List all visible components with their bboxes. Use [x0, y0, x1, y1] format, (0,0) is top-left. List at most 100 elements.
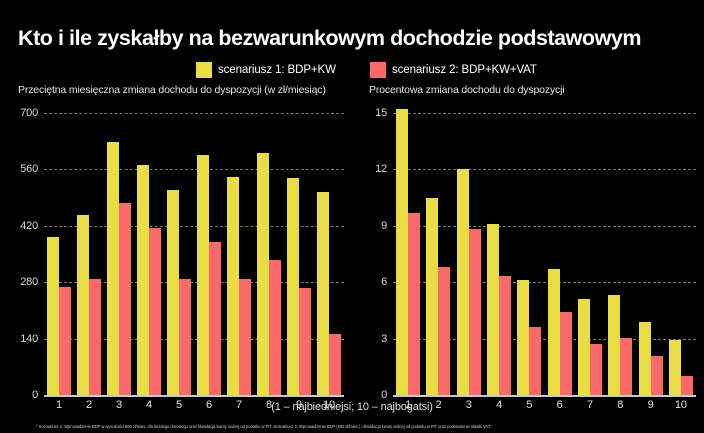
x-axis-tick-4: 4: [146, 399, 152, 411]
x-axis-tick-2: 2: [86, 399, 92, 411]
x-axis-tick-6: 6: [556, 399, 563, 411]
bar-series2-decile-2[interactable]: [89, 279, 101, 395]
bar-series1-decile-4[interactable]: [137, 165, 149, 395]
gridline-280: [44, 282, 344, 284]
bar-series1-decile-2[interactable]: [77, 214, 89, 395]
chart-panel-left: Przeciętna miesięczna zmiana dochodu do …: [0, 84, 352, 414]
x-axis-tick-10: 10: [674, 399, 687, 411]
bar-series1-decile-8[interactable]: [608, 295, 621, 395]
left-plot-area: 0 140 280 420 560 700 1 2 3 4 5 6 7 8 9 10: [0, 84, 352, 414]
bar-series2-decile-10[interactable]: [329, 334, 341, 395]
bar-group-decile-3[interactable]: [107, 142, 131, 395]
bar-series1-decile-4[interactable]: [487, 223, 500, 395]
chart-panel-right: Procentowa zmiana dochodu do dyspozycji …: [352, 84, 704, 414]
bar-series2-decile-10[interactable]: [680, 376, 693, 395]
x-axis-tick-7: 7: [236, 399, 242, 411]
y-axis-tick-0: 0: [32, 389, 38, 401]
bar-series1-decile-3[interactable]: [107, 142, 119, 395]
bar-series1-decile-10[interactable]: [317, 191, 329, 395]
bar-series1-decile-6[interactable]: [197, 154, 209, 395]
bar-series1-decile-8[interactable]: [257, 153, 269, 395]
bar-series2-decile-8[interactable]: [620, 337, 633, 395]
x-axis-tick-9: 9: [296, 399, 302, 411]
bar-group-decile-1[interactable]: [396, 109, 421, 395]
x-axis-tick-6: 6: [206, 399, 212, 411]
gridline-140: [44, 338, 344, 340]
gridline-9: [393, 225, 696, 227]
legend-swatch-series1-icon: [196, 62, 212, 78]
bar-series1-decile-1[interactable]: [47, 237, 59, 395]
bar-group-decile-1[interactable]: [47, 237, 71, 395]
bar-series2-decile-4[interactable]: [499, 275, 512, 395]
x-axis-tick-2: 2: [435, 399, 442, 411]
page-title: Kto i ile zyskałby na bezwarunkowym doch…: [18, 26, 642, 50]
chart-footnote: * Scenariusz 1: Wprowadzenie BDP w wysok…: [36, 424, 492, 429]
bar-group-decile-9[interactable]: [287, 178, 311, 395]
x-axis-tick-3: 3: [116, 399, 122, 411]
legend-item-series1[interactable]: scenariusz 1: BDP+KW: [196, 62, 336, 78]
bar-series1-decile-2[interactable]: [426, 197, 439, 395]
bar-series2-decile-6[interactable]: [209, 241, 221, 395]
bar-group-decile-5[interactable]: [167, 190, 191, 395]
bar-series1-decile-9[interactable]: [638, 321, 651, 395]
right-chart-subtitle: Procentowa zmiana dochodu do dyspozycji: [369, 84, 565, 96]
bar-series2-decile-4[interactable]: [149, 228, 161, 395]
bar-series1-decile-7[interactable]: [227, 177, 239, 395]
bar-group-decile-2[interactable]: [77, 214, 101, 395]
bar-series2-decile-1[interactable]: [408, 212, 421, 395]
x-axis-baseline: [44, 395, 344, 397]
y-axis-tick-0: 0: [381, 389, 387, 401]
x-axis-tick-1: 1: [405, 399, 412, 411]
bar-series2-decile-7[interactable]: [589, 344, 602, 395]
bar-group-decile-4[interactable]: [487, 223, 512, 395]
bar-series2-decile-5[interactable]: [179, 279, 191, 395]
bar-group-decile-6[interactable]: [197, 154, 221, 395]
gridline-420: [44, 225, 344, 227]
bar-series1-decile-3[interactable]: [456, 169, 469, 395]
bar-series2-decile-3[interactable]: [119, 203, 131, 395]
bar-group-decile-8[interactable]: [608, 295, 633, 395]
bar-group-decile-10[interactable]: [668, 339, 693, 395]
bar-series2-decile-6[interactable]: [559, 312, 572, 395]
bar-series2-decile-1[interactable]: [59, 287, 71, 395]
bar-group-decile-9[interactable]: [638, 321, 663, 395]
bar-group-decile-7[interactable]: [227, 177, 251, 395]
bar-series1-decile-6[interactable]: [547, 269, 560, 395]
y-axis-tick-15: 15: [375, 107, 387, 119]
bar-series1-decile-5[interactable]: [167, 190, 179, 395]
bar-group-decile-8[interactable]: [257, 153, 281, 395]
bar-series2-decile-7[interactable]: [239, 279, 251, 395]
bar-group-decile-5[interactable]: [517, 280, 542, 395]
bar-group-decile-6[interactable]: [547, 269, 572, 395]
x-axis-tick-1: 1: [56, 399, 62, 411]
bar-series1-decile-7[interactable]: [577, 299, 590, 395]
bar-series2-decile-9[interactable]: [299, 288, 311, 395]
bar-series2-decile-9[interactable]: [650, 355, 663, 395]
legend-item-series2[interactable]: scenariusz 2: BDP+KW+VAT: [370, 62, 537, 78]
y-axis-tick-3: 3: [381, 332, 387, 345]
legend-label-series1: scenariusz 1: BDP+KW: [218, 64, 336, 76]
bar-series1-decile-5[interactable]: [517, 280, 530, 395]
gridline-15: [393, 113, 696, 114]
x-axis-baseline: [393, 395, 696, 397]
y-axis-tick-9: 9: [381, 219, 387, 232]
bar-group-decile-10[interactable]: [317, 191, 341, 395]
bar-group-decile-4[interactable]: [137, 165, 161, 395]
bar-group-decile-3[interactable]: [456, 169, 481, 395]
bar-series2-decile-3[interactable]: [468, 228, 481, 395]
bar-group-decile-2[interactable]: [426, 197, 451, 395]
x-axis-tick-4: 4: [496, 399, 502, 411]
x-axis-tick-5: 5: [526, 399, 533, 411]
x-axis-tick-5: 5: [176, 399, 182, 411]
bar-series2-decile-8[interactable]: [269, 260, 281, 395]
x-axis-tick-9: 9: [647, 399, 654, 411]
bar-series1-decile-1[interactable]: [396, 109, 409, 395]
x-axis-tick-8: 8: [617, 399, 624, 411]
bar-series2-decile-5[interactable]: [529, 327, 542, 395]
gridline-560: [44, 169, 344, 171]
bar-series1-decile-9[interactable]: [287, 178, 299, 395]
y-axis-tick-140: 140: [20, 332, 38, 345]
bar-group-decile-7[interactable]: [577, 299, 602, 395]
bar-series1-decile-10[interactable]: [668, 339, 681, 395]
bar-series2-decile-2[interactable]: [438, 267, 451, 395]
